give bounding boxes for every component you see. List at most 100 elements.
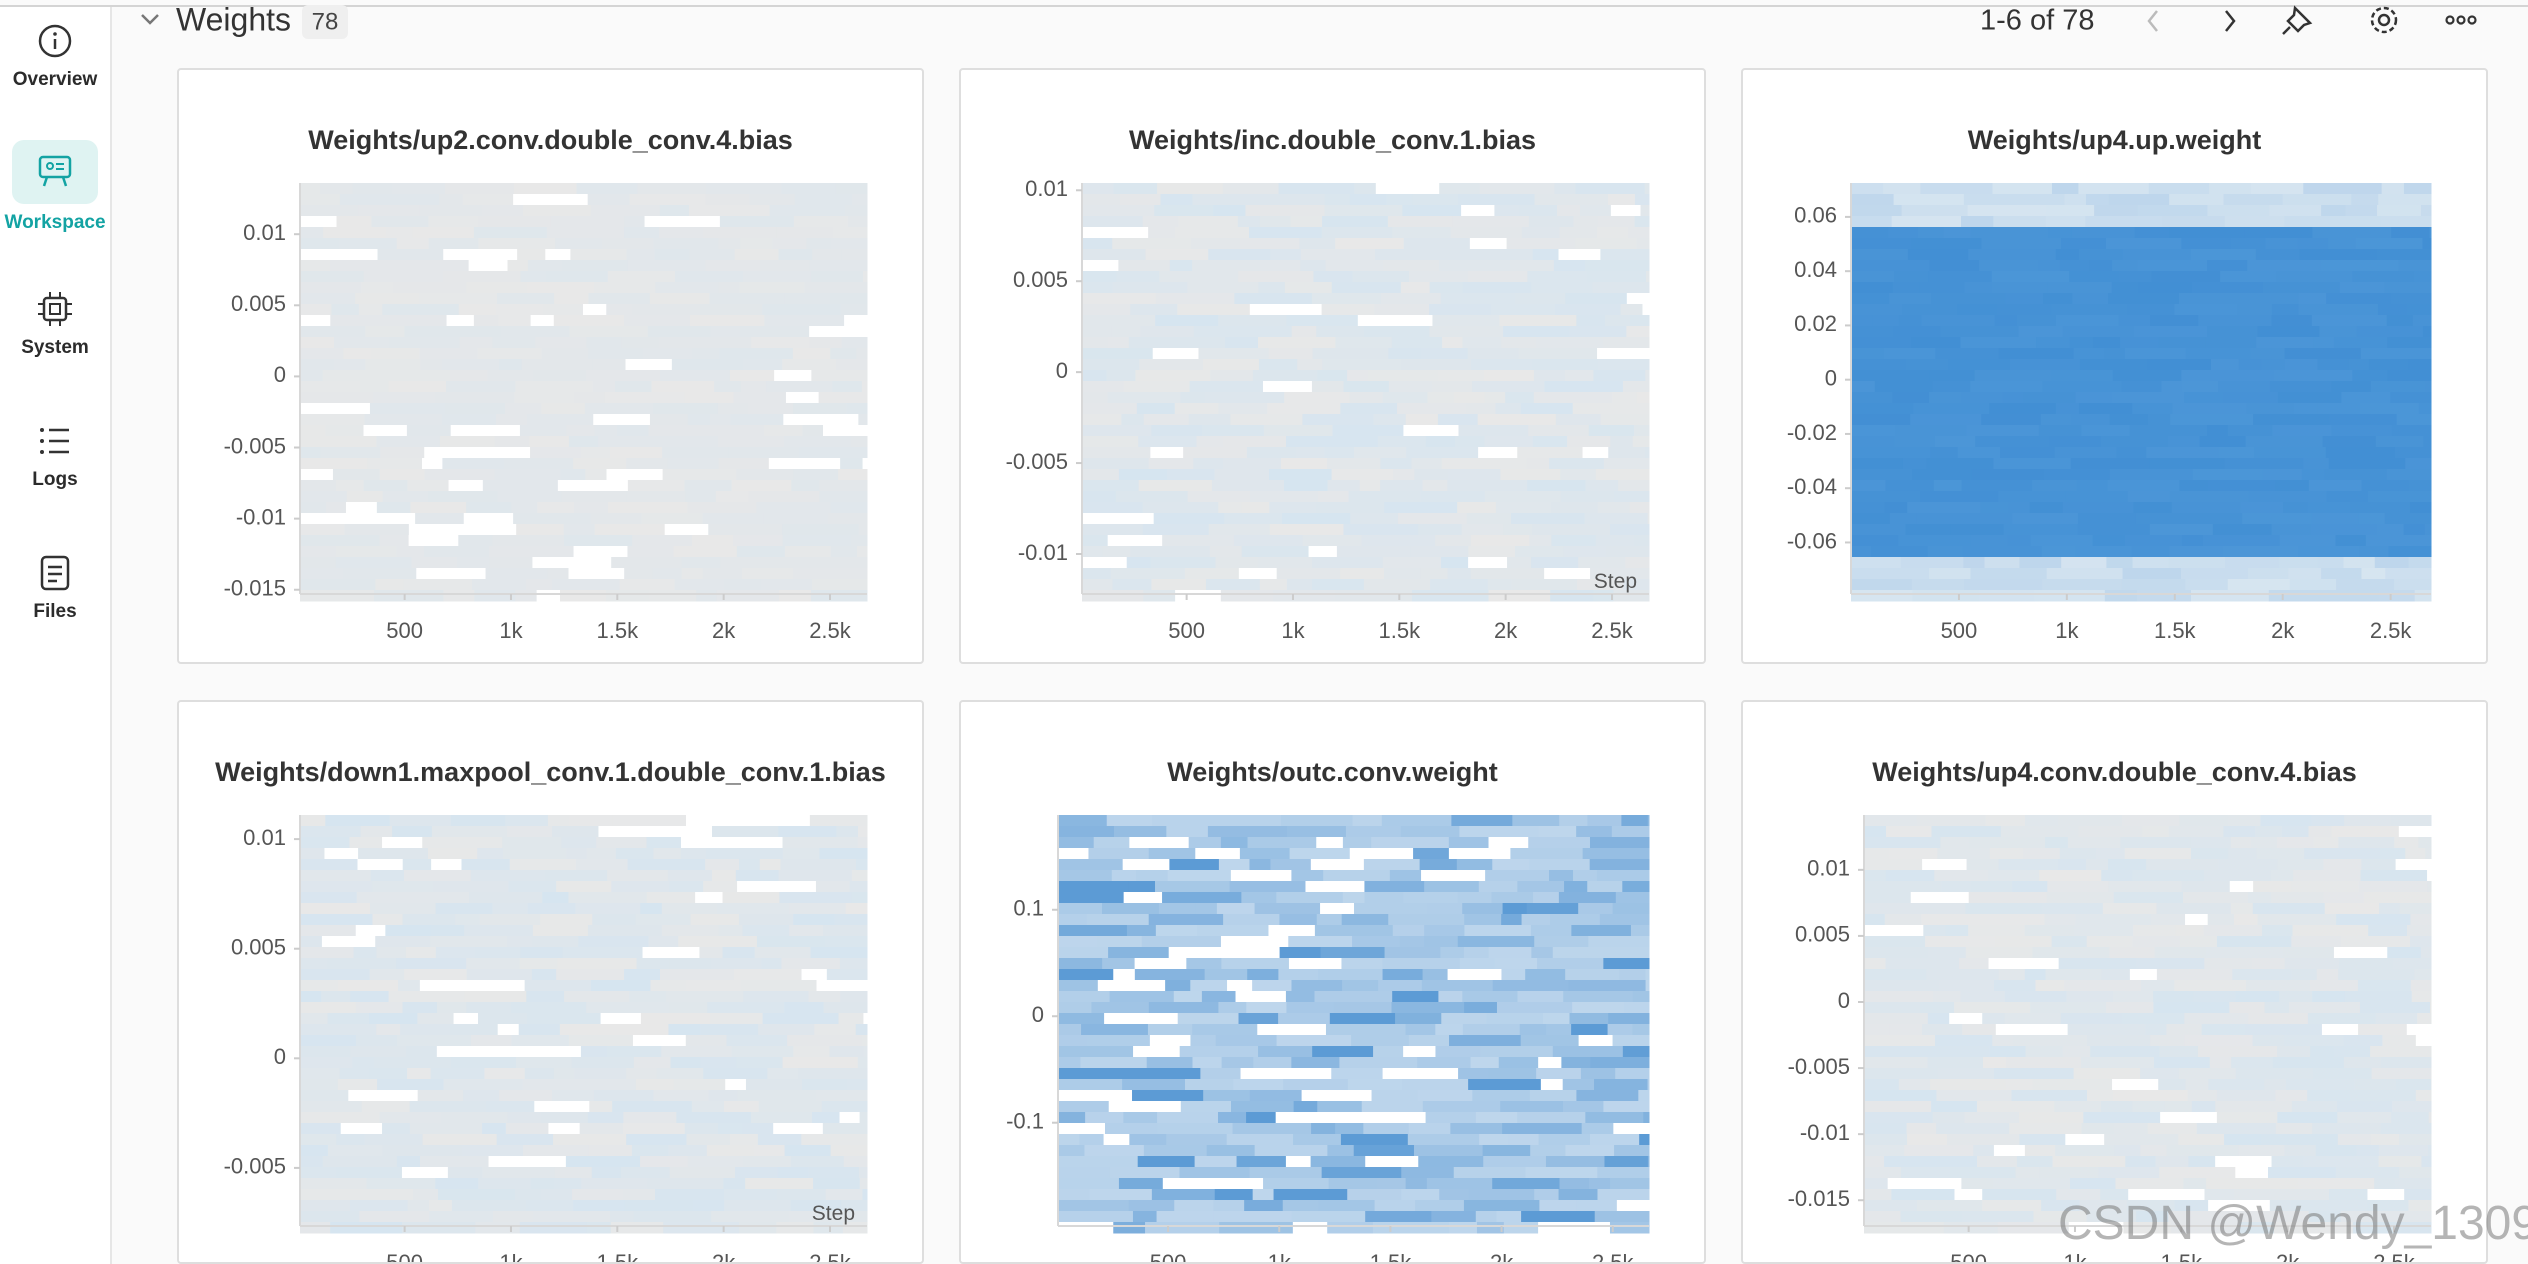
heat-cell: [1082, 205, 1155, 217]
histogram-panel[interactable]: Weights/down1.maxpool_conv.1.double_conv…: [177, 700, 924, 1264]
heat-cell: [444, 403, 506, 415]
heat-cell: [1967, 205, 2048, 217]
y-tick-label: -0.1: [1006, 1109, 1044, 1134]
heat-cell: [1864, 837, 1941, 849]
panel-title: Weights/down1.maxpool_conv.1.double_conv…: [215, 757, 886, 787]
heat-cell: [1405, 1024, 1436, 1036]
heat-cell: [1374, 1200, 1416, 1212]
nav-logs[interactable]: Logs: [0, 421, 110, 491]
heat-cell: [2253, 414, 2330, 426]
heat-cell: [519, 958, 559, 970]
heat-cell: [2181, 568, 2249, 580]
heat-cell: [1572, 1002, 1625, 1014]
heat-cell: [1931, 826, 2002, 838]
heat-cell: [506, 826, 553, 838]
heat-cell: [2336, 914, 2411, 926]
x-tick-label: 2.5k: [809, 1250, 852, 1262]
heat-cell: [1851, 425, 1896, 437]
heat-cell: [623, 1112, 677, 1124]
heat-cell: [458, 304, 496, 316]
histogram-panel[interactable]: Weights/up4.up.weight 0.06 0.04 0.02 0 -0.02-…: [1741, 68, 2488, 664]
collapse-chevron[interactable]: [141, 14, 159, 25]
pin-button[interactable]: [2282, 5, 2313, 35]
heat-cell: [300, 458, 343, 470]
heat-cell: [1590, 1134, 1640, 1146]
heat-cell: [2066, 991, 2114, 1003]
heat-cell: [702, 568, 743, 580]
heat-cell: [300, 293, 356, 305]
heat-cell: [1323, 870, 1391, 882]
heat-cell: [1872, 315, 1900, 327]
heat-cell: [546, 227, 625, 239]
heat-cell: [659, 205, 690, 217]
histogram-panel[interactable]: Weights/outc.conv.weight0.10-0.15001k1.5…: [959, 700, 1706, 1264]
heat-cell: [1564, 370, 1594, 382]
nav-system[interactable]: System: [0, 289, 110, 359]
heat-cell: [1405, 1178, 1428, 1190]
heat-cell: [815, 881, 851, 893]
heat-cell: [1286, 1002, 1335, 1014]
heat-cell: [685, 491, 717, 503]
heat-cell: [2087, 1090, 2114, 1102]
heat-cell: [2375, 1013, 2418, 1025]
heat-cell: [545, 271, 609, 283]
settings-button[interactable]: [2370, 6, 2398, 34]
heat-cell: [416, 568, 487, 580]
nav-overview[interactable]: Overview: [0, 21, 110, 91]
heat-cell: [1399, 1112, 1427, 1124]
heat-cell: [352, 183, 393, 195]
heat-cell: [2054, 447, 2117, 459]
heat-cell: [612, 1101, 693, 1113]
heat-cell: [1218, 403, 1268, 415]
heat-cell: [1218, 1112, 1247, 1124]
nav-workspace[interactable]: Workspace: [0, 140, 110, 234]
heat-cell: [2047, 881, 2109, 893]
heat-cell: [2207, 425, 2229, 437]
heat-cell: [2051, 304, 2128, 316]
heat-cell: [1488, 1068, 1537, 1080]
heat-cell: [2380, 848, 2406, 860]
histogram-panel[interactable]: Weights/up2.conv.double_conv.4.bias 0.01 0…: [177, 68, 924, 664]
heat-cell: [1121, 414, 1145, 426]
heat-cell: [439, 436, 496, 448]
heat-cell: [2421, 469, 2432, 481]
heat-cell: [1989, 403, 2057, 415]
heat-cell: [2197, 1046, 2278, 1058]
heat-cell: [1183, 447, 1248, 459]
heat-cell: [325, 815, 391, 827]
prev-page[interactable]: [2147, 10, 2158, 32]
heat-cell: [300, 1079, 339, 1091]
heat-cell: [1058, 1035, 1089, 1047]
heat-cell: [398, 980, 421, 992]
heat-cell: [2247, 568, 2289, 580]
heat-cell: [1112, 238, 1192, 250]
histogram-panel[interactable]: Weights/up4.conv.double_conv.4.bias 0.01 0…: [1741, 700, 2488, 1264]
heat-cell: [2162, 216, 2226, 228]
heat-cell: [627, 436, 656, 448]
heat-cell: [2414, 590, 2432, 602]
heat-cell: [561, 837, 597, 849]
heat-cell: [365, 326, 405, 338]
more-button[interactable]: [2445, 15, 2477, 25]
heat-cell: [2055, 249, 2080, 261]
heat-cell: [300, 991, 322, 1003]
heat-cell: [702, 227, 777, 239]
heat-cell: [502, 1046, 582, 1058]
heat-cell: [1457, 502, 1497, 514]
histogram-panel[interactable]: Weights/inc.double_conv.1.bias 0.01 0.005 0…: [959, 68, 1706, 664]
heat-cell: [587, 194, 631, 206]
heat-cell: [709, 293, 786, 305]
heat-cell: [723, 1189, 778, 1201]
heat-cell: [350, 1200, 409, 1212]
heat-cell: [1621, 815, 1649, 827]
heat-cell: [2178, 1068, 2237, 1080]
next-page[interactable]: [2225, 10, 2236, 32]
heat-cell: [2430, 1079, 2432, 1091]
nav-files[interactable]: Files: [0, 553, 110, 623]
heat-cell: [504, 403, 542, 415]
heat-cell: [2004, 1013, 2062, 1025]
heat-cell: [2191, 282, 2264, 294]
heat-cell: [2244, 1024, 2323, 1036]
heat-cell: [2133, 326, 2208, 338]
heat-cell: [2390, 815, 2432, 827]
